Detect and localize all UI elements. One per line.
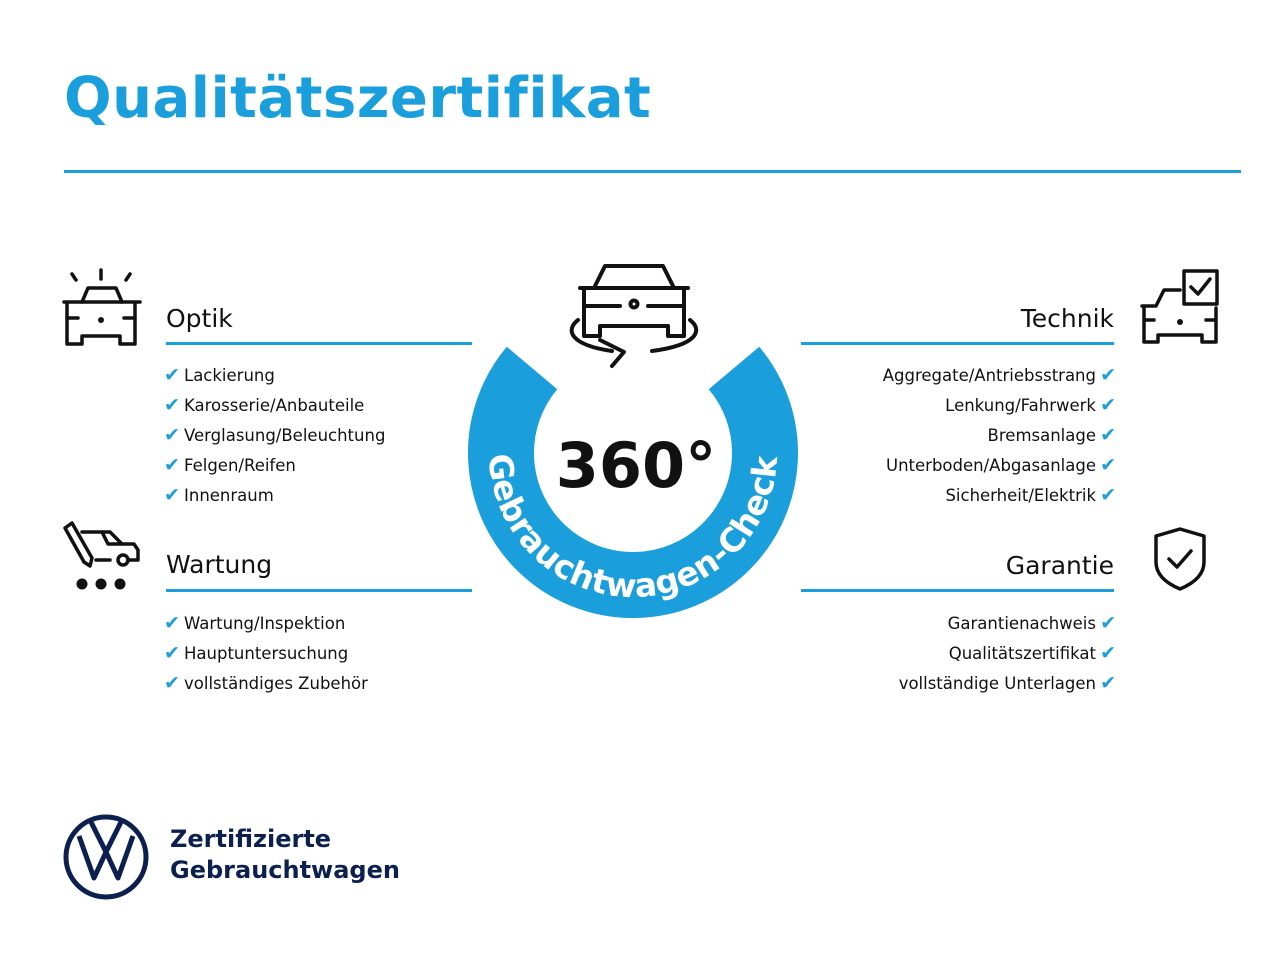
car-rotate-icon: [569, 264, 699, 368]
check-icon: ✔: [164, 394, 180, 416]
360-degree-label: 360°: [556, 429, 716, 502]
list-item: Sicherheit/Elektrik ✔: [883, 480, 1116, 510]
car-lights-icon: [62, 268, 142, 346]
ring: [468, 346, 798, 618]
section-title-optik: Optik: [166, 304, 233, 333]
check-icon: ✔: [1100, 394, 1116, 416]
list-item: Garantienachweis ✔: [899, 608, 1116, 638]
check-icon: ✔: [1100, 424, 1116, 446]
check-icon: ✔: [1100, 364, 1116, 386]
check-icon: ✔: [164, 612, 180, 634]
check-icon: ✔: [1100, 642, 1116, 664]
list-item: ✔ Verglasung/Beleuchtung: [164, 420, 385, 450]
garantie-list: Garantienachweis ✔ Qualitätszertifikat ✔ v…: [899, 608, 1116, 698]
check-icon: ✔: [164, 484, 180, 506]
list-item: Bremsanlage ✔: [883, 420, 1116, 450]
check-icon: ✔: [164, 642, 180, 664]
section-divider: [166, 589, 472, 592]
gebrauchtwagen-check-badge: Gebrauchtwagen-Check 360°: [468, 264, 798, 618]
list-item: ✔ Hauptuntersuchung: [164, 638, 368, 668]
wartung-list: ✔ Wartung/Inspektion ✔ Hauptuntersuchung ✔…: [164, 608, 368, 698]
section-divider: [801, 589, 1114, 592]
list-item: ✔ Innenraum: [164, 480, 385, 510]
list-item: ✔ Felgen/Reifen: [164, 450, 385, 480]
check-icon: ✔: [164, 672, 180, 694]
car-checklist-icon: [1140, 269, 1219, 344]
check-icon: ✔: [164, 424, 180, 446]
list-item: Qualitätszertifikat ✔: [899, 638, 1116, 668]
page-title: Qualitätszertifikat: [64, 66, 652, 131]
title-divider: [64, 170, 1241, 173]
section-divider: [801, 342, 1114, 345]
list-item: ✔ vollständiges Zubehör: [164, 668, 368, 698]
check-icon: ✔: [1100, 484, 1116, 506]
technik-list: Aggregate/Antriebsstrang ✔ Lenkung/Fahrwe…: [883, 360, 1116, 510]
section-title-garantie: Garantie: [1005, 551, 1114, 580]
section-divider: [166, 342, 472, 345]
check-icon: ✔: [1100, 672, 1116, 694]
section-title-wartung: Wartung: [166, 550, 273, 579]
vw-logo: [63, 814, 149, 900]
check-icon: ✔: [1100, 612, 1116, 634]
service-wrench-icon: [63, 521, 140, 590]
list-item: vollständige Unterlagen ✔: [899, 668, 1116, 698]
list-item: Aggregate/Antriebsstrang ✔: [883, 360, 1116, 390]
check-icon: ✔: [1100, 454, 1116, 476]
list-item: ✔ Lackierung: [164, 360, 385, 390]
list-item: Unterboden/Abgasanlage ✔: [883, 450, 1116, 480]
certified-used-cars-label: Zertifizierte Gebrauchtwagen: [170, 825, 400, 884]
list-item: ✔ Karosserie/Anbauteile: [164, 390, 385, 420]
optik-list: ✔ Lackierung ✔ Karosserie/Anbauteile ✔ Verg…: [164, 360, 385, 510]
list-item: ✔ Wartung/Inspektion: [164, 608, 368, 638]
section-title-technik: Technik: [1020, 304, 1114, 333]
list-item: Lenkung/Fahrwerk ✔: [883, 390, 1116, 420]
shield-check-icon: [1154, 527, 1206, 591]
check-icon: ✔: [164, 364, 180, 386]
check-icon: ✔: [164, 454, 180, 476]
